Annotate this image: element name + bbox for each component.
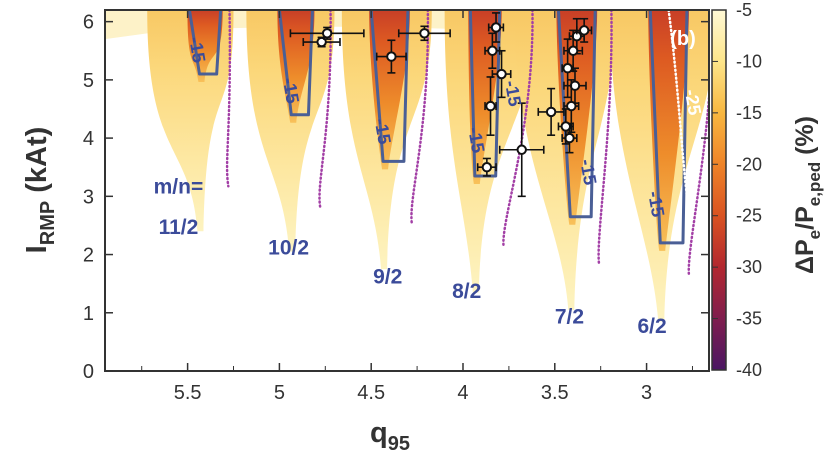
- contour-label: -15: [279, 76, 303, 105]
- y-tick-label: 3: [83, 186, 94, 208]
- colorbar-label-unit: (%): [791, 116, 819, 162]
- lobe-region: [246, 10, 335, 252]
- panel-label: (b): [670, 28, 696, 50]
- x-tick-label: 3.5: [541, 382, 569, 404]
- data-point: [419, 28, 430, 39]
- y-tick-label: 5: [83, 70, 94, 92]
- data-point: [560, 121, 572, 132]
- y-tick-label: 4: [83, 128, 94, 150]
- lobe-core-region: [277, 10, 315, 123]
- data-point: [566, 100, 577, 112]
- x-tick-label: 5: [274, 382, 285, 404]
- lobe-core-region: [187, 10, 223, 83]
- contour-label: -15: [644, 189, 668, 218]
- x-tick-label: 5.5: [174, 382, 202, 404]
- colorbar-tick-label: -40: [736, 360, 762, 380]
- colorbar-label-mid: /P: [791, 206, 819, 230]
- white-dotted-contour-line: [667, 10, 689, 198]
- data-point: [562, 63, 573, 74]
- plot-frame: [104, 9, 710, 372]
- y-axis-label-unit: (kAt): [21, 127, 53, 201]
- contour-label: -15: [576, 157, 600, 186]
- colorbar-tick-label: -30: [736, 257, 762, 277]
- mode-label: 10/2: [268, 237, 309, 260]
- y-tick-label: 6: [83, 12, 94, 34]
- x-axis-label: q95: [370, 417, 410, 455]
- data-point: [485, 100, 496, 112]
- contour-line: [648, 10, 689, 245]
- data-point: [481, 162, 493, 173]
- contour-label: -15: [185, 35, 209, 64]
- contour-layer: [187, 10, 709, 278]
- y-tick-label: 2: [83, 245, 94, 267]
- contour-line: [369, 10, 410, 163]
- colorbar-label: ΔPe/Pe,ped (%): [791, 116, 824, 274]
- data-point: [545, 106, 557, 118]
- colorbar-ticks: -5 -10 -15 -20 -25 -30 -35 -40: [712, 0, 762, 380]
- colorbar-tick-label: -35: [736, 309, 762, 329]
- lobe-region: [147, 10, 234, 232]
- mode-label: 7/2: [555, 305, 584, 328]
- annotation-layer: m/n=11/210/29/28/27/2 6/2-15-15-15 -15-15-…: [154, 28, 705, 338]
- colorbar-label-sub2: e,ped: [805, 162, 824, 206]
- y-axis-label-sub: RMP: [37, 201, 59, 245]
- dotted-contour-line: [597, 10, 613, 267]
- contour-line: [187, 10, 223, 76]
- x-tick-label: 3: [641, 382, 652, 404]
- colorbar-tick-label: -10: [736, 51, 762, 71]
- lobe-region: [444, 10, 537, 293]
- colorbar-tick-label: -20: [736, 154, 762, 174]
- contour-line: [277, 10, 314, 117]
- x-axis-label-main: q: [370, 417, 388, 449]
- y-tick-label: 0: [83, 361, 94, 383]
- mode-label: m/n=: [154, 175, 204, 198]
- contour-label: -15: [464, 125, 488, 154]
- dotted-contour-line: [410, 10, 430, 226]
- colorbar: [711, 9, 727, 371]
- x-tick-label: 4.5: [357, 382, 385, 404]
- data-point: [490, 22, 502, 33]
- contour-label: -15: [501, 79, 525, 108]
- data-point: [321, 28, 333, 39]
- x-axis-ticks: 5.5 5 4.5 4 3.5 3: [141, 10, 693, 404]
- dotted-contour-line: [687, 81, 709, 278]
- data-points-layer: [289, 12, 593, 198]
- x-axis-label-sub: 95: [388, 433, 410, 455]
- colorbar-tick-label: -5: [736, 0, 752, 20]
- colorbar-tick-label: -25: [736, 206, 762, 226]
- data-point: [567, 45, 579, 56]
- dotted-contour-line: [318, 10, 332, 208]
- data-point: [487, 45, 498, 56]
- data-point: [578, 25, 590, 36]
- colorbar-tick-label: -15: [736, 103, 762, 123]
- data-point: [386, 51, 397, 62]
- data-point: [516, 144, 527, 155]
- y-tick-label: 1: [83, 303, 94, 325]
- colorbar-label-sub1: e: [805, 230, 824, 239]
- mode-label: 8/2: [452, 280, 481, 303]
- y-axis-ticks: 0 1 2 3 4 5 6: [83, 12, 709, 383]
- contour-label: -15: [371, 117, 395, 146]
- y-axis-label: IRMP (kAt): [21, 127, 59, 254]
- data-point: [316, 36, 327, 48]
- colorbar-label-prefix: ΔP: [791, 239, 819, 274]
- dotted-contour-line: [502, 10, 534, 249]
- mode-label: 11/2: [159, 216, 199, 239]
- data-point: [496, 68, 507, 80]
- dotted-contour-line: [225, 10, 232, 188]
- x-tick-label: 4: [457, 382, 468, 404]
- mode-label: 6/2: [637, 315, 666, 338]
- y-axis-label-main: I: [21, 245, 53, 253]
- contour-label-white: -25: [681, 88, 705, 117]
- mode-label: 9/2: [373, 266, 402, 289]
